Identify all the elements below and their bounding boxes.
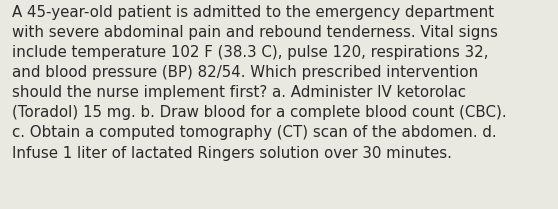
Text: A 45-year-old patient is admitted to the emergency department
with severe abdomi: A 45-year-old patient is admitted to the… xyxy=(12,5,507,161)
